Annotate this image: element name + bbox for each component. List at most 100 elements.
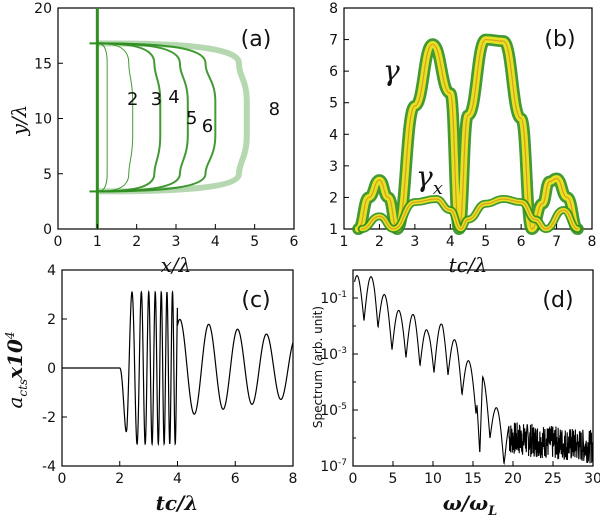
gammax-subscript: x — [433, 178, 443, 199]
a-xtick-label: 3 — [172, 234, 181, 250]
a-ytick-label: 15 — [34, 56, 52, 72]
a-xtick-label: 2 — [132, 234, 141, 250]
panel-d: 0 5 10 15 20 25 30 10-1 10-3 10-5 10-7 (d) ω/ωL Sp… — [311, 269, 600, 519]
a-ytick-label: 10 — [34, 112, 52, 128]
panel-a-curves — [89, 8, 250, 229]
panel-b-frame — [343, 7, 593, 230]
panel-a-x-label: x/λ — [161, 253, 192, 277]
curve-label-8: 8 — [269, 99, 280, 120]
curve-label-3: 3 — [151, 89, 162, 110]
b-xtick-label: 1 — [340, 234, 349, 250]
d-xtick-label: 15 — [464, 471, 482, 487]
y-label-cts: cts — [16, 379, 30, 397]
panel-b-gamma-annotation: γ — [383, 54, 400, 87]
panel-c-curves — [62, 289, 294, 447]
y-label-x10: x10 — [3, 339, 27, 380]
b-xtick-label: 8 — [588, 234, 597, 250]
y-label-exp: 4 — [3, 331, 17, 340]
gammax-symbol: γ — [416, 160, 433, 193]
b-ytick-label: 8 — [329, 1, 338, 17]
panel-d-x-label: ω/ωL — [443, 491, 498, 519]
panel-d-ticks: 0 5 10 15 20 25 30 10-1 10-3 10-5 10-7 — [320, 269, 600, 487]
curve-t5 — [97, 42, 189, 193]
b-ytick-label: 2 — [329, 190, 338, 206]
curve-t6 — [97, 42, 217, 193]
omega-ratio: ω/ω — [443, 491, 488, 515]
d-xtick-label: 0 — [349, 471, 358, 487]
b-xtick-label: 6 — [517, 234, 526, 250]
curve-label-4: 4 — [168, 87, 179, 108]
b-ytick-label: 1 — [329, 222, 338, 238]
b-ytick-label: 6 — [329, 64, 338, 80]
panel-b-curves — [352, 33, 584, 236]
b-xtick-label: 3 — [410, 234, 419, 250]
panel-c-ticks: 0 2 4 6 8 -4 -2 0 2 4 — [42, 263, 297, 487]
a-xtick-label: 6 — [290, 234, 299, 250]
b-xtick-label: 4 — [446, 234, 455, 250]
b-ytick-label: 3 — [329, 159, 338, 175]
y-label-a: a — [3, 397, 27, 409]
d-ytick-label: 10-7 — [320, 458, 347, 475]
a-ytick-label: 0 — [43, 222, 52, 238]
a-xtick-label: 0 — [54, 234, 63, 250]
c-xtick-label: 8 — [289, 471, 298, 487]
d-xtick-label: 10 — [424, 471, 442, 487]
curve-t2 — [97, 42, 108, 192]
panel-d-curves — [354, 275, 594, 466]
c-ytick-label: -4 — [42, 459, 56, 475]
c-ytick-label: 0 — [47, 361, 56, 377]
b-ytick-label: 7 — [329, 33, 338, 49]
d-ytick-label: 10-5 — [320, 402, 347, 419]
d-xtick-label: 25 — [544, 471, 562, 487]
panel-c-y-label: actsx104 — [3, 331, 30, 408]
a-xtick-label: 5 — [250, 234, 259, 250]
curve-t4 — [97, 42, 162, 193]
panel-c-label: (c) — [241, 288, 270, 313]
d-ytick-label: 10-1 — [320, 290, 347, 307]
b-ytick-label: 4 — [329, 127, 338, 143]
c-ytick-label: -2 — [42, 410, 56, 426]
b-xtick-label: 7 — [552, 234, 561, 250]
omega-sub-L: L — [487, 504, 497, 519]
panel-c-x-label: tc/λ — [156, 491, 199, 515]
panel-a-label: (a) — [241, 27, 272, 52]
c-ytick-label: 4 — [47, 263, 56, 279]
panel-a-y-label: y/λ — [7, 105, 31, 137]
b-xtick-label: 5 — [481, 234, 490, 250]
series-gamma-center — [357, 38, 579, 230]
c-ytick-label: 2 — [47, 312, 56, 328]
panel-a-curve-labels: 2 3 45 6 8 — [127, 87, 280, 137]
panel-d-label: (d) — [542, 288, 573, 313]
d-xtick-label: 5 — [389, 471, 398, 487]
c-xtick-label: 2 — [115, 471, 124, 487]
a-xtick-label: 4 — [211, 234, 220, 250]
d-ytick-label: 10-3 — [320, 346, 347, 363]
a-xtick-label: 1 — [93, 234, 102, 250]
panel-d-y-label: Spectrum (arb. unit) — [311, 306, 325, 428]
panel-b-x-label: tc/λ — [449, 253, 488, 277]
curve-label-6: 6 — [202, 116, 213, 137]
c-xtick-label: 0 — [58, 471, 67, 487]
b-xtick-label: 2 — [375, 234, 384, 250]
c-xtick-label: 6 — [231, 471, 240, 487]
spectrum-line — [354, 275, 594, 466]
a-ytick-label: 5 — [43, 167, 52, 183]
curve-label-2: 2 — [127, 89, 138, 110]
d-xtick-label: 30 — [584, 471, 600, 487]
d-xtick-label: 20 — [504, 471, 522, 487]
signal-line — [62, 289, 294, 447]
panel-b-ticks: 1 2 3 4 5 6 7 8 1 2 3 4 5 6 7 8 — [329, 1, 596, 250]
a-ytick-label: 20 — [34, 1, 52, 17]
c-xtick-label: 4 — [173, 471, 182, 487]
panel-b-label: (b) — [544, 27, 575, 52]
series-gammax-center — [361, 198, 579, 230]
b-ytick-label: 5 — [329, 96, 338, 112]
curve-t8 — [97, 40, 250, 195]
panel-b-gammax-annotation: γx — [416, 160, 443, 199]
curve-label-5: 5 — [186, 108, 197, 129]
